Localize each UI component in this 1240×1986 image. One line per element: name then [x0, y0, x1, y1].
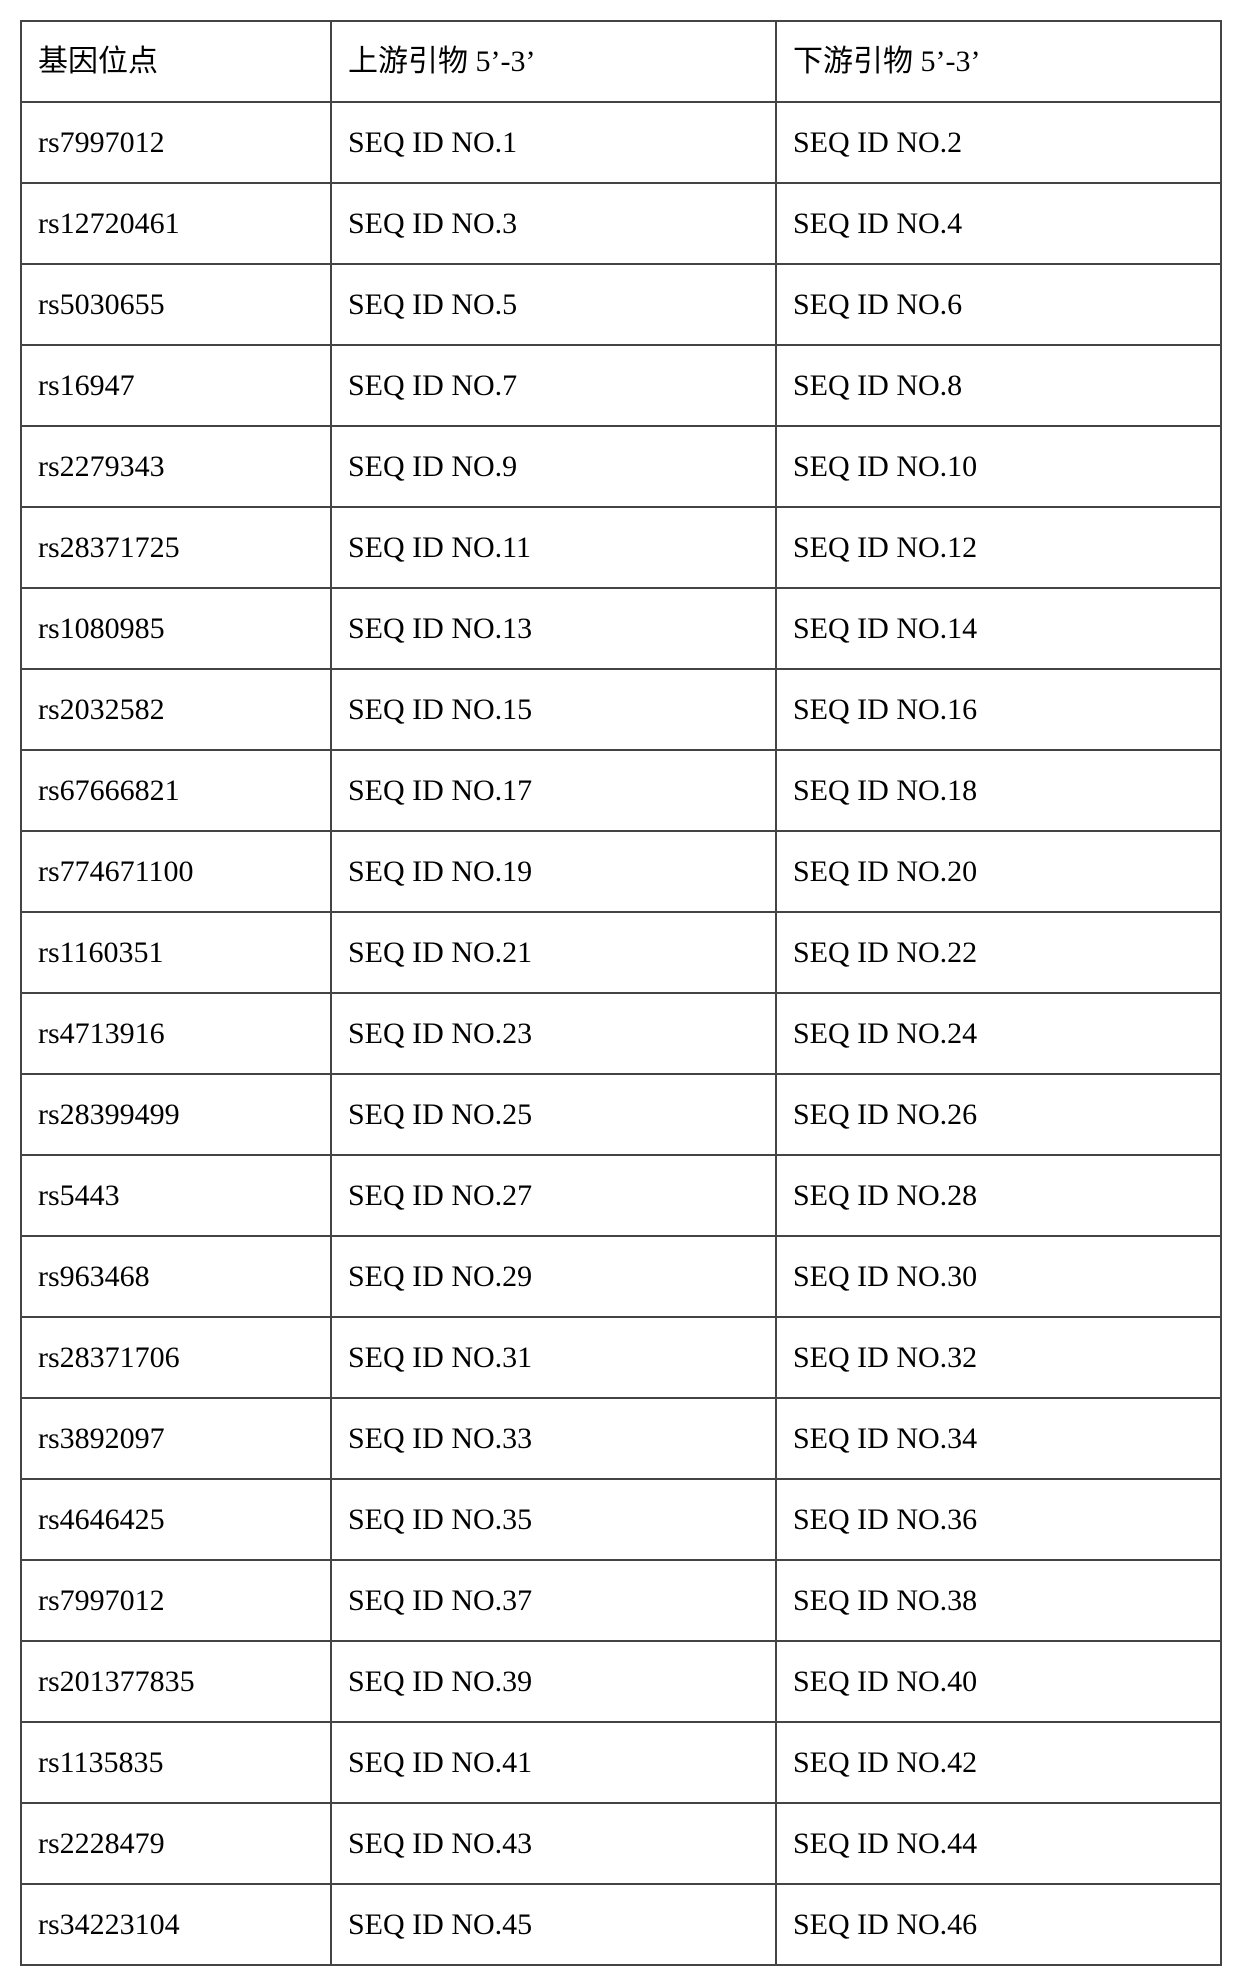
table-row: rs28399499 SEQ ID NO.25 SEQ ID NO.26 — [21, 1074, 1221, 1155]
cell-downstream-primer: SEQ ID NO.38 — [776, 1560, 1221, 1641]
cell-upstream-primer: SEQ ID NO.45 — [331, 1884, 776, 1965]
cell-upstream-primer: SEQ ID NO.33 — [331, 1398, 776, 1479]
cell-gene-locus: rs28371725 — [21, 507, 331, 588]
cell-upstream-primer: SEQ ID NO.43 — [331, 1803, 776, 1884]
cell-gene-locus: rs12720461 — [21, 183, 331, 264]
cell-downstream-primer: SEQ ID NO.46 — [776, 1884, 1221, 1965]
table-header-row: 基因位点 上游引物 5’-3’ 下游引物 5’-3’ — [21, 21, 1221, 102]
table-row: rs2279343 SEQ ID NO.9 SEQ ID NO.10 — [21, 426, 1221, 507]
table-row: rs5443 SEQ ID NO.27 SEQ ID NO.28 — [21, 1155, 1221, 1236]
gene-primer-table: 基因位点 上游引物 5’-3’ 下游引物 5’-3’ rs7997012 SEQ… — [20, 20, 1222, 1966]
table-row: rs5030655 SEQ ID NO.5 SEQ ID NO.6 — [21, 264, 1221, 345]
table-row: rs3892097 SEQ ID NO.33 SEQ ID NO.34 — [21, 1398, 1221, 1479]
cell-upstream-primer: SEQ ID NO.5 — [331, 264, 776, 345]
table-row: rs2032582 SEQ ID NO.15 SEQ ID NO.16 — [21, 669, 1221, 750]
cell-gene-locus: rs1135835 — [21, 1722, 331, 1803]
cell-upstream-primer: SEQ ID NO.37 — [331, 1560, 776, 1641]
cell-downstream-primer: SEQ ID NO.36 — [776, 1479, 1221, 1560]
cell-downstream-primer: SEQ ID NO.40 — [776, 1641, 1221, 1722]
cell-upstream-primer: SEQ ID NO.11 — [331, 507, 776, 588]
cell-downstream-primer: SEQ ID NO.30 — [776, 1236, 1221, 1317]
cell-gene-locus: rs16947 — [21, 345, 331, 426]
cell-gene-locus: rs201377835 — [21, 1641, 331, 1722]
cell-gene-locus: rs7997012 — [21, 1560, 331, 1641]
cell-upstream-primer: SEQ ID NO.25 — [331, 1074, 776, 1155]
table-body: 基因位点 上游引物 5’-3’ 下游引物 5’-3’ rs7997012 SEQ… — [21, 21, 1221, 1965]
table-row: rs16947 SEQ ID NO.7 SEQ ID NO.8 — [21, 345, 1221, 426]
cell-downstream-primer: SEQ ID NO.18 — [776, 750, 1221, 831]
cell-upstream-primer: SEQ ID NO.35 — [331, 1479, 776, 1560]
cell-gene-locus: rs28399499 — [21, 1074, 331, 1155]
table-row: rs34223104 SEQ ID NO.45 SEQ ID NO.46 — [21, 1884, 1221, 1965]
table-row: rs28371706 SEQ ID NO.31 SEQ ID NO.32 — [21, 1317, 1221, 1398]
cell-gene-locus: rs4646425 — [21, 1479, 331, 1560]
cell-gene-locus: rs7997012 — [21, 102, 331, 183]
table-row: rs774671100 SEQ ID NO.19 SEQ ID NO.20 — [21, 831, 1221, 912]
cell-downstream-primer: SEQ ID NO.14 — [776, 588, 1221, 669]
cell-upstream-primer: SEQ ID NO.41 — [331, 1722, 776, 1803]
cell-upstream-primer: SEQ ID NO.3 — [331, 183, 776, 264]
cell-downstream-primer: SEQ ID NO.8 — [776, 345, 1221, 426]
table-row: rs963468 SEQ ID NO.29 SEQ ID NO.30 — [21, 1236, 1221, 1317]
cell-downstream-primer: SEQ ID NO.32 — [776, 1317, 1221, 1398]
cell-downstream-primer: SEQ ID NO.2 — [776, 102, 1221, 183]
cell-downstream-primer: SEQ ID NO.44 — [776, 1803, 1221, 1884]
cell-gene-locus: rs1160351 — [21, 912, 331, 993]
header-gene-locus: 基因位点 — [21, 21, 331, 102]
cell-downstream-primer: SEQ ID NO.4 — [776, 183, 1221, 264]
table-row: rs12720461 SEQ ID NO.3 SEQ ID NO.4 — [21, 183, 1221, 264]
cell-upstream-primer: SEQ ID NO.9 — [331, 426, 776, 507]
table-row: rs1160351 SEQ ID NO.21 SEQ ID NO.22 — [21, 912, 1221, 993]
table-row: rs28371725 SEQ ID NO.11 SEQ ID NO.12 — [21, 507, 1221, 588]
cell-downstream-primer: SEQ ID NO.26 — [776, 1074, 1221, 1155]
cell-gene-locus: rs963468 — [21, 1236, 331, 1317]
cell-upstream-primer: SEQ ID NO.39 — [331, 1641, 776, 1722]
cell-downstream-primer: SEQ ID NO.16 — [776, 669, 1221, 750]
cell-gene-locus: rs2279343 — [21, 426, 331, 507]
cell-upstream-primer: SEQ ID NO.31 — [331, 1317, 776, 1398]
header-downstream-primer: 下游引物 5’-3’ — [776, 21, 1221, 102]
cell-upstream-primer: SEQ ID NO.23 — [331, 993, 776, 1074]
cell-downstream-primer: SEQ ID NO.12 — [776, 507, 1221, 588]
cell-downstream-primer: SEQ ID NO.42 — [776, 1722, 1221, 1803]
cell-upstream-primer: SEQ ID NO.15 — [331, 669, 776, 750]
cell-upstream-primer: SEQ ID NO.17 — [331, 750, 776, 831]
table-row: rs1080985 SEQ ID NO.13 SEQ ID NO.14 — [21, 588, 1221, 669]
cell-gene-locus: rs67666821 — [21, 750, 331, 831]
cell-upstream-primer: SEQ ID NO.27 — [331, 1155, 776, 1236]
cell-downstream-primer: SEQ ID NO.34 — [776, 1398, 1221, 1479]
table-row: rs7997012 SEQ ID NO.37 SEQ ID NO.38 — [21, 1560, 1221, 1641]
cell-gene-locus: rs1080985 — [21, 588, 331, 669]
table-row: rs2228479 SEQ ID NO.43 SEQ ID NO.44 — [21, 1803, 1221, 1884]
cell-gene-locus: rs28371706 — [21, 1317, 331, 1398]
cell-gene-locus: rs3892097 — [21, 1398, 331, 1479]
cell-downstream-primer: SEQ ID NO.10 — [776, 426, 1221, 507]
cell-upstream-primer: SEQ ID NO.13 — [331, 588, 776, 669]
header-upstream-primer: 上游引物 5’-3’ — [331, 21, 776, 102]
cell-gene-locus: rs5443 — [21, 1155, 331, 1236]
cell-upstream-primer: SEQ ID NO.29 — [331, 1236, 776, 1317]
cell-upstream-primer: SEQ ID NO.21 — [331, 912, 776, 993]
cell-downstream-primer: SEQ ID NO.20 — [776, 831, 1221, 912]
cell-gene-locus: rs4713916 — [21, 993, 331, 1074]
table-row: rs201377835 SEQ ID NO.39 SEQ ID NO.40 — [21, 1641, 1221, 1722]
table-row: rs4646425 SEQ ID NO.35 SEQ ID NO.36 — [21, 1479, 1221, 1560]
cell-gene-locus: rs2228479 — [21, 1803, 331, 1884]
table-row: rs1135835 SEQ ID NO.41 SEQ ID NO.42 — [21, 1722, 1221, 1803]
cell-upstream-primer: SEQ ID NO.7 — [331, 345, 776, 426]
cell-gene-locus: rs774671100 — [21, 831, 331, 912]
cell-gene-locus: rs5030655 — [21, 264, 331, 345]
cell-downstream-primer: SEQ ID NO.28 — [776, 1155, 1221, 1236]
cell-downstream-primer: SEQ ID NO.24 — [776, 993, 1221, 1074]
table-row: rs4713916 SEQ ID NO.23 SEQ ID NO.24 — [21, 993, 1221, 1074]
cell-gene-locus: rs2032582 — [21, 669, 331, 750]
cell-gene-locus: rs34223104 — [21, 1884, 331, 1965]
cell-downstream-primer: SEQ ID NO.22 — [776, 912, 1221, 993]
table-row: rs67666821 SEQ ID NO.17 SEQ ID NO.18 — [21, 750, 1221, 831]
table-row: rs7997012 SEQ ID NO.1 SEQ ID NO.2 — [21, 102, 1221, 183]
cell-upstream-primer: SEQ ID NO.19 — [331, 831, 776, 912]
cell-upstream-primer: SEQ ID NO.1 — [331, 102, 776, 183]
cell-downstream-primer: SEQ ID NO.6 — [776, 264, 1221, 345]
